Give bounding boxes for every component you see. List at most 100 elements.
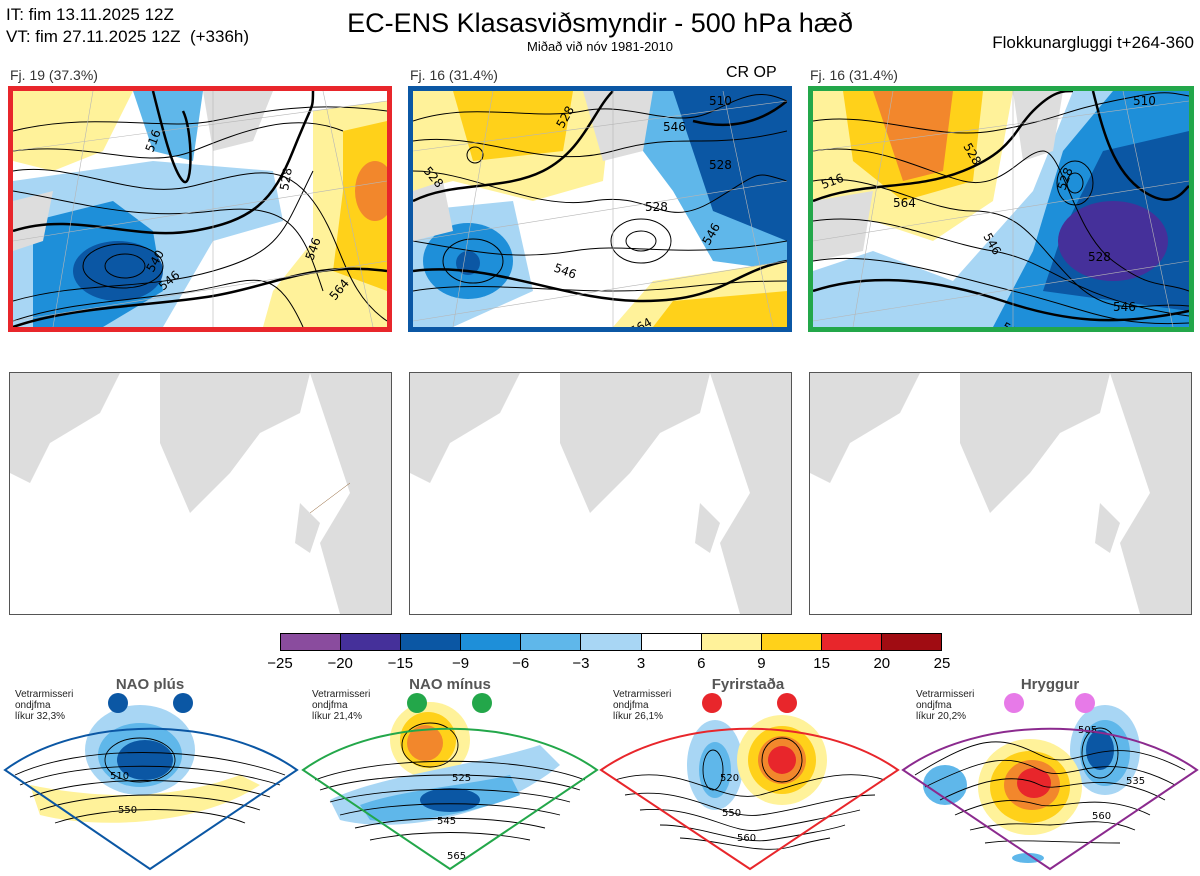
land-greenland [1013,91,1063,161]
empty-map-3 [809,372,1192,615]
land-greenland [960,373,1110,513]
regime-dot [1004,693,1024,713]
cluster-map-3-svg: 510 528 546 528 528 516 564 546 564 [813,91,1189,327]
regime-dot [1075,693,1095,713]
contour-label: 545 [437,816,456,827]
regime-svg: 510 550 525 545 [3,693,1199,871]
init-time: IT: fim 13.11.2025 12Z [6,5,174,24]
contour-label: 520 [720,773,739,784]
page-subtitle: Miðað við nóv 1981-2010 [527,39,673,54]
header-times: IT: fim 13.11.2025 12Z VT: fim 27.11.202… [6,4,249,48]
regime-note-blocking: Vetrarmisseri ondjfma líkur 26,1% [613,689,672,722]
cluster-2-label: Fj. 16 (31.4%) [410,67,498,83]
contour-label: 525 [452,773,471,784]
contour-label: 560 [737,833,756,844]
colorbar [280,633,942,651]
contour-label: 535 [1126,776,1145,787]
regime-nao-minus: 525 545 565 [301,693,599,871]
empty-map-2 [409,372,792,615]
colorbar-tick-label: −6 [512,655,530,672]
contour-label: 564 [893,196,916,210]
contour-label: 550 [722,808,741,819]
regime-dot [108,693,128,713]
regime-nao-plus: 510 550 [3,693,299,871]
regime-dot [777,693,797,713]
regime-note-ridge: Vetrarmisseri ondjfma líkur 20,2% [916,689,975,722]
colorbar-segment [461,634,522,650]
regime-ridge: 505 535 560 [901,693,1199,871]
contour-label: 560 [1092,811,1111,822]
land-canada [410,373,520,483]
anomaly-positive-shading [653,291,787,327]
valid-time: VT: fim 27.11.2025 12Z (+336h) [6,27,250,46]
anomaly-negative-shading [133,91,203,161]
colorbar-tick-label: −15 [387,655,414,672]
contour-label: 546 [1113,300,1136,314]
land-greenland [560,373,710,513]
contour-label: 550 [118,805,137,816]
contour-label: 528 [1088,250,1111,264]
land-canada [810,373,920,483]
contour-label: 510 [709,94,732,108]
colorbar-segment [581,634,642,650]
contour-label: 510 [110,771,129,782]
regime-dot [173,693,193,713]
colorbar-ticks: −25 −20 −15 −9 −6 −3 3 6 9 15 20 25 [0,655,1200,675]
contour-label: 565 [447,851,466,862]
colorbar-segment [701,634,762,650]
cluster-map-3: 510 528 546 528 528 516 564 546 564 [808,86,1194,332]
regime-title-ridge: Hryggur [1020,676,1080,693]
contour-label: 510 [1133,94,1156,108]
regime-dot [472,693,492,713]
colorbar-segment [281,634,342,650]
colorbar-segment [401,634,462,650]
cluster-map-2-svg: 528 510 528 546 528 546 528 564 546 [413,91,787,327]
regime-row: 510 550 525 545 [0,675,1200,871]
colorbar-segment [641,634,702,650]
land-britain [295,503,320,553]
cluster-3-label: Fj. 16 (31.4%) [810,67,898,83]
regime-fan-border [301,727,599,871]
land-europe [710,373,791,614]
cluster-2-tag: CR OP [726,64,777,81]
colorbar-tick-label: 9 [757,655,766,672]
colorbar-segment [821,634,882,650]
colorbar-tick-label: 15 [813,655,830,672]
page-title: EC-ENS Klasasviðsmyndir - 500 hPa hæð [347,8,853,38]
regime-title-nao-plus: NAO plús [115,676,185,693]
contour-label: 528 [709,158,732,172]
colorbar-tick-label: 20 [873,655,891,672]
cluster-map-2: 528 510 528 546 528 546 528 564 546 [408,86,792,332]
regime-dot [407,693,427,713]
contour-label: 564 [1000,319,1027,327]
anomaly-positive-shading [13,91,133,171]
classification-window: Flokkunargluggi t+264-360 [992,33,1194,52]
anomaly-positive-shading [453,91,573,161]
land-britain [1095,503,1120,553]
regime-fan-border [3,727,299,871]
regime-blocking: 520 550 560 [599,693,900,871]
regime-note-nao-minus: Vetrarmisseri ondjfma líkur 21,4% [312,689,371,722]
land-canada [813,191,873,261]
colorbar-tick-label: 25 [933,655,951,672]
colorbar-tick-label: 6 [697,655,706,672]
land-europe [310,373,391,614]
regime-note-nao-plus: Vetrarmisseri ondjfma líkur 32,3% [15,689,74,722]
contour-label: 528 [645,200,668,214]
anomaly-strong-negative [456,251,480,275]
regime-title-blocking: Fyrirstaða [711,676,785,693]
colorbar-segment [881,634,942,650]
cluster-1-label: Fj. 19 (37.3%) [10,67,98,83]
cluster-map-1-svg: 516 528 546 546 564 540 [13,91,387,327]
colorbar-segment [341,634,402,650]
land-canada [10,373,120,483]
colorbar-tick-label: −25 [267,655,293,672]
colorbar-tick-label: −9 [451,655,470,672]
contour-label: 564 [628,315,655,327]
regime-fan-border [901,727,1199,871]
colorbar-tick-label: −3 [572,655,590,672]
anomaly-positive-core [355,161,387,221]
regime-title-nao-minus: NAO mínus [409,676,491,693]
colorbar-segment [761,634,822,650]
colorbar-tick-label: 3 [636,655,646,672]
